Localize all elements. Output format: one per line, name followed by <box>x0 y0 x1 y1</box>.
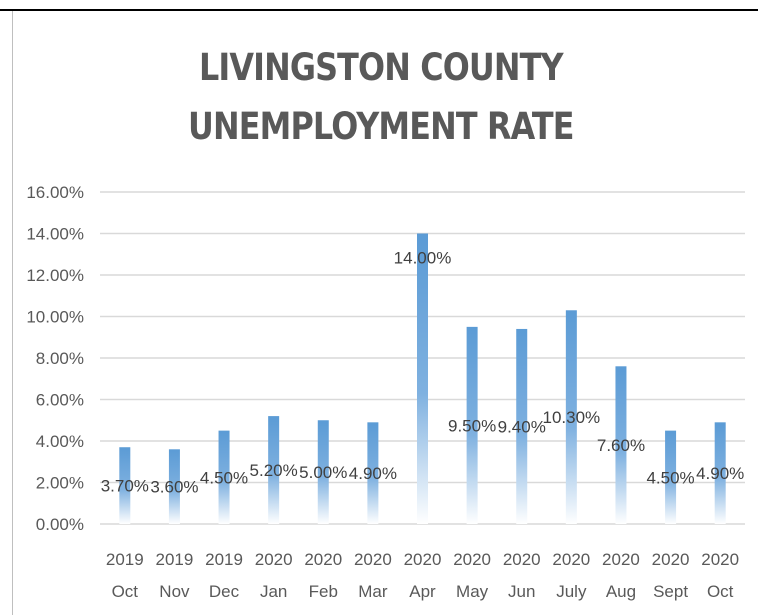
data-label: 9.40% <box>498 417 546 436</box>
bars <box>119 233 726 524</box>
x-category-month: Aug <box>606 582 636 601</box>
left-border <box>12 11 13 615</box>
bar <box>714 422 726 524</box>
data-labels: 3.70% 3.60% 4.50% 5.20% 5.00% 4.90%14.00%9.50… <box>101 249 745 497</box>
x-category-year: 2020 <box>255 550 293 569</box>
x-category-year: 2020 <box>701 550 739 569</box>
y-tick-label: 14.00% <box>26 225 84 244</box>
x-category-month: Mar <box>358 582 388 601</box>
bar <box>317 420 329 524</box>
x-category-month: Oct <box>112 582 139 601</box>
bar <box>268 416 280 524</box>
y-tick-label: 6.00% <box>36 391 84 410</box>
x-category-year: 2020 <box>652 550 690 569</box>
y-tick-label: 12.00% <box>26 266 84 285</box>
x-category-year: 2020 <box>304 550 342 569</box>
data-label: 4.90% <box>349 464 397 483</box>
x-category-year: 2020 <box>404 550 442 569</box>
x-category-year: 2019 <box>205 550 243 569</box>
y-tick-label: 2.00% <box>36 474 84 493</box>
x-category-month: May <box>456 582 489 601</box>
x-category-year: 2020 <box>503 550 541 569</box>
x-axis-category-labels: 2019 Oct 2019 Nov 2019 Dec 2020 Jan 2020 Feb 2020 M… <box>106 550 739 601</box>
bar <box>516 328 528 524</box>
chart-title-line-1: LIVINGSTON COUNTY <box>198 46 564 89</box>
chart-title-line-2: UNEMPLOYMENT RATE <box>188 105 574 148</box>
data-label: 3.70% <box>101 477 149 496</box>
x-category-year: 2020 <box>453 550 491 569</box>
data-label: 5.00% <box>299 463 347 482</box>
data-label: 3.60% <box>150 478 198 497</box>
bar <box>466 326 478 524</box>
bar <box>565 310 577 524</box>
x-category-month: Jan <box>260 582 287 601</box>
bar <box>119 447 131 524</box>
bar <box>218 430 230 524</box>
x-category-month: Dec <box>209 582 240 601</box>
y-tick-label: 10.00% <box>26 308 84 327</box>
x-category-year: 2019 <box>106 550 144 569</box>
bar <box>367 422 379 524</box>
x-category-year: 2019 <box>156 550 194 569</box>
data-label: 4.50% <box>646 468 694 487</box>
x-category-year: 2020 <box>602 550 640 569</box>
data-label: 9.50% <box>448 416 496 435</box>
bar <box>615 366 627 524</box>
x-category-year: 2020 <box>354 550 392 569</box>
y-tick-label: 4.00% <box>36 432 84 451</box>
bar <box>168 449 180 524</box>
x-category-month: Apr <box>409 582 436 601</box>
x-category-month: Nov <box>159 582 190 601</box>
data-label: 5.20% <box>250 461 298 480</box>
data-label: 10.30% <box>543 408 601 427</box>
bar <box>665 430 677 524</box>
x-category-month: Feb <box>309 582 338 601</box>
x-category-month: Sept <box>653 582 688 601</box>
data-label: 7.60% <box>597 436 645 455</box>
x-category-month: Oct <box>707 582 734 601</box>
x-category-year: 2020 <box>552 550 590 569</box>
bar <box>417 233 428 524</box>
x-category-month: July <box>556 582 587 601</box>
y-tick-label: 0.00% <box>36 515 84 534</box>
y-tick-label: 8.00% <box>36 349 84 368</box>
data-label: 4.90% <box>696 464 744 483</box>
x-category-month: Jun <box>508 582 535 601</box>
y-axis-tick-labels: 0.00% 2.00% 4.00% 6.00% 8.00% 10.00% 12.00% 14.… <box>26 183 84 534</box>
data-label: 4.50% <box>200 468 248 487</box>
y-tick-label: 16.00% <box>26 183 84 202</box>
data-label: 14.00% <box>394 249 452 268</box>
top-border <box>0 9 758 11</box>
